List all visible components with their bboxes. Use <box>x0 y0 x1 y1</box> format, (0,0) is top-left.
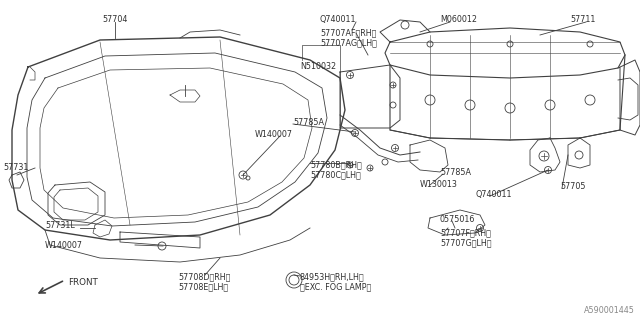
Text: 57780B〈RH〉: 57780B〈RH〉 <box>310 160 362 169</box>
Text: 57708E〈LH〉: 57708E〈LH〉 <box>178 282 228 291</box>
Text: 57704: 57704 <box>102 15 128 24</box>
Text: 57707AG〈LH〉: 57707AG〈LH〉 <box>320 38 377 47</box>
Text: 57785A: 57785A <box>440 168 471 177</box>
Text: 〈EXC. FOG LAMP〉: 〈EXC. FOG LAMP〉 <box>300 282 371 291</box>
Text: 57731L: 57731L <box>45 220 75 229</box>
Text: 57707F〈RH〉: 57707F〈RH〉 <box>440 228 491 237</box>
Text: W140007: W140007 <box>255 130 293 139</box>
Text: 57780C〈LH〉: 57780C〈LH〉 <box>310 170 361 179</box>
Text: Q740011: Q740011 <box>320 15 356 24</box>
Text: 57731: 57731 <box>3 164 28 172</box>
Text: 84953H〈RH,LH〉: 84953H〈RH,LH〉 <box>300 272 365 281</box>
Text: FRONT: FRONT <box>68 278 98 287</box>
Text: 0575016: 0575016 <box>440 215 476 224</box>
Text: 57707AF〈RH〉: 57707AF〈RH〉 <box>320 28 376 37</box>
Text: 57705: 57705 <box>560 182 586 191</box>
Text: Q740011: Q740011 <box>475 190 511 199</box>
Text: W140007: W140007 <box>45 241 83 250</box>
Text: 57711: 57711 <box>570 15 595 24</box>
Text: 57708D〈RH〉: 57708D〈RH〉 <box>178 272 230 281</box>
Text: 57707G〈LH〉: 57707G〈LH〉 <box>440 238 492 247</box>
Text: A590001445: A590001445 <box>584 306 635 315</box>
Text: W130013: W130013 <box>420 180 458 189</box>
Text: N510032: N510032 <box>300 62 336 71</box>
Text: M060012: M060012 <box>440 15 477 24</box>
Text: 57785A: 57785A <box>293 118 324 127</box>
